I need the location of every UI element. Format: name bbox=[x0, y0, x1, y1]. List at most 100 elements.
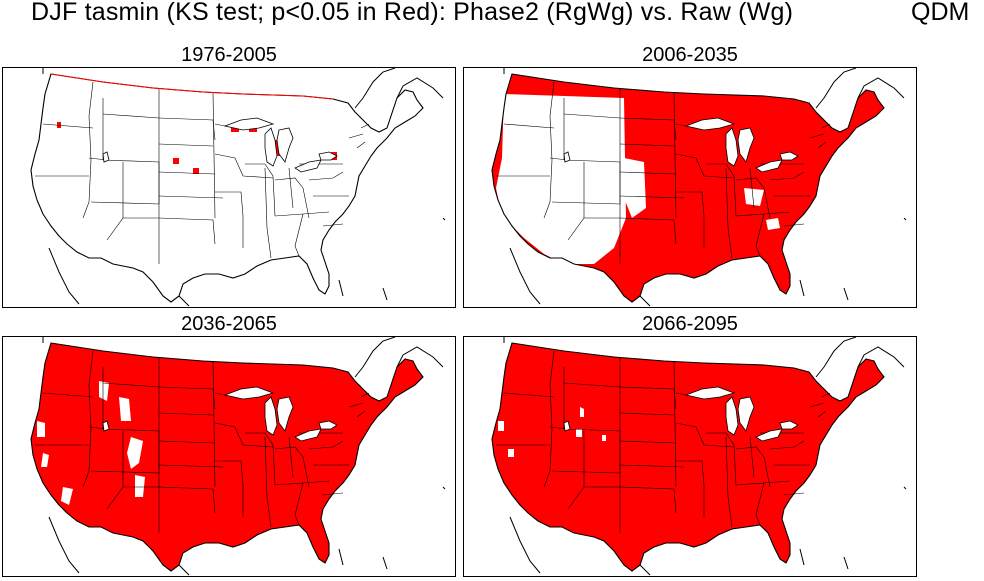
state-boundary bbox=[274, 177, 304, 189]
not-significant-region bbox=[119, 397, 131, 421]
state-boundary bbox=[809, 133, 825, 139]
state-boundary bbox=[245, 432, 276, 486]
great-lake bbox=[779, 151, 799, 161]
great-lake bbox=[725, 396, 739, 436]
map-panel-3 bbox=[2, 336, 456, 577]
state-boundary bbox=[619, 143, 675, 147]
not-significant-region bbox=[602, 435, 606, 441]
not-significant-region bbox=[127, 437, 143, 469]
great-salt-lake bbox=[102, 420, 110, 432]
state-boundary bbox=[755, 213, 765, 257]
state-boundary bbox=[503, 123, 555, 129]
map-svg-4 bbox=[491, 337, 907, 576]
state-boundary bbox=[42, 123, 94, 129]
conus-outline bbox=[30, 73, 424, 303]
state-boundary bbox=[102, 113, 160, 119]
great-lake bbox=[684, 117, 736, 131]
great-lake bbox=[684, 386, 736, 400]
state-boundary bbox=[675, 123, 687, 127]
state-boundary bbox=[212, 360, 216, 488]
state-boundary bbox=[288, 436, 294, 478]
map-panel-1 bbox=[2, 67, 456, 308]
state-boundary bbox=[619, 171, 677, 175]
state-boundary bbox=[158, 117, 216, 141]
not-significant-region bbox=[580, 407, 584, 417]
map-svg-3 bbox=[30, 337, 446, 576]
state-boundary bbox=[735, 177, 765, 189]
method-tag: QDM bbox=[911, 0, 970, 26]
state-boundary bbox=[348, 133, 364, 139]
state-boundary bbox=[755, 482, 765, 526]
great-lake bbox=[264, 127, 278, 167]
great-lake bbox=[755, 159, 783, 173]
state-boundary bbox=[356, 141, 366, 149]
state-boundary bbox=[619, 412, 675, 416]
state-boundary bbox=[102, 382, 160, 388]
state-boundary bbox=[308, 440, 344, 450]
state-boundary bbox=[82, 81, 94, 219]
great-salt-lake bbox=[102, 151, 110, 163]
state-boundary bbox=[158, 440, 216, 444]
state-boundary bbox=[763, 187, 771, 219]
state-boundary bbox=[158, 464, 224, 468]
map-svg-1 bbox=[30, 68, 446, 307]
state-boundary bbox=[563, 113, 621, 119]
not-significant-region bbox=[576, 429, 582, 437]
state-boundary bbox=[763, 456, 771, 488]
state-boundary bbox=[308, 171, 344, 181]
state-boundary bbox=[242, 175, 274, 179]
great-lake bbox=[737, 396, 755, 432]
great-lake bbox=[318, 420, 338, 430]
northern-border bbox=[50, 73, 334, 100]
mexico-coastline bbox=[48, 217, 446, 307]
state-boundary bbox=[619, 440, 677, 444]
state-boundary bbox=[214, 422, 244, 446]
not-significant-region bbox=[766, 218, 780, 230]
state-boundary bbox=[675, 392, 687, 396]
state-boundary bbox=[90, 201, 160, 205]
state-boundary bbox=[242, 444, 274, 448]
great-lake bbox=[755, 428, 783, 442]
state-boundary bbox=[503, 392, 555, 398]
state-boundary bbox=[348, 402, 364, 408]
state-boundary bbox=[749, 167, 755, 209]
state-boundary bbox=[215, 191, 244, 248]
state-boundary bbox=[288, 167, 294, 209]
panel-title-2: 2006-2035 bbox=[642, 44, 738, 66]
state-boundary bbox=[706, 163, 737, 217]
state-boundary bbox=[158, 386, 216, 410]
state-boundary bbox=[551, 201, 621, 205]
not-significant-region bbox=[496, 94, 626, 264]
state-boundary bbox=[769, 440, 805, 450]
great-lake bbox=[725, 127, 739, 167]
canada-coastline bbox=[42, 337, 444, 378]
state-boundary bbox=[676, 191, 705, 248]
state-boundary bbox=[158, 171, 216, 175]
great-lake bbox=[276, 127, 294, 163]
state-boundary bbox=[703, 444, 735, 448]
state-boundary bbox=[817, 141, 827, 149]
state-boundary bbox=[212, 91, 216, 219]
great-lake bbox=[779, 420, 799, 430]
great-lake bbox=[737, 127, 755, 163]
state-boundary bbox=[619, 486, 677, 514]
not-significant-region bbox=[99, 381, 109, 401]
not-significant-region bbox=[61, 487, 73, 505]
state-boundary bbox=[817, 410, 827, 418]
canada-coastline bbox=[42, 68, 444, 109]
panel-title-4: 2066-2095 bbox=[642, 313, 738, 335]
great-lake bbox=[276, 396, 294, 432]
state-boundary bbox=[158, 412, 214, 416]
state-boundary bbox=[245, 163, 276, 217]
significant-region bbox=[173, 158, 179, 164]
state-boundary bbox=[725, 436, 733, 528]
state-boundary bbox=[551, 470, 621, 474]
state-boundary bbox=[82, 350, 94, 488]
state-boundary bbox=[619, 464, 685, 468]
not-significant-region bbox=[135, 475, 145, 497]
conus-land bbox=[31, 74, 423, 302]
state-boundary bbox=[675, 422, 705, 446]
great-lake bbox=[318, 151, 338, 161]
state-boundary bbox=[302, 187, 310, 219]
map-panel-2 bbox=[463, 67, 917, 308]
